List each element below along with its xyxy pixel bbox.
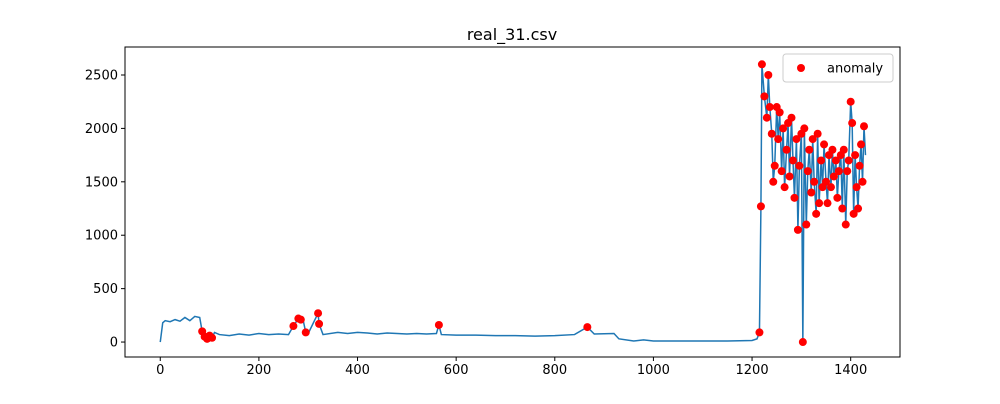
y-tick-label: 0 [110,336,118,351]
anomaly-point [815,199,824,208]
anomaly-point [775,108,784,117]
anomaly-point [851,151,860,160]
anomaly-point [787,113,796,122]
anomaly-point [760,92,769,101]
y-tick-label: 1500 [85,175,118,190]
anomaly-point [843,167,852,176]
x-tick-label: 400 [345,363,370,378]
anomaly-point [795,161,804,170]
anomaly-point [808,135,817,144]
anomaly-point [826,183,835,192]
anomaly-point [805,145,814,154]
x-tick-label: 1200 [736,363,769,378]
anomaly-point [755,328,764,337]
anomaly-point [817,156,826,165]
anomaly-point [857,140,866,149]
anomaly-point [757,60,766,69]
anomaly-point [785,172,794,181]
anomaly-point [780,183,789,192]
legend-label: anomaly [827,62,883,77]
anomaly-point [793,225,802,234]
x-tick-label: 1400 [834,363,867,378]
anomaly-point [831,156,840,165]
anomaly-point [782,145,791,154]
anomaly-point [820,140,829,149]
anomaly-point [770,161,779,170]
anomaly-point [848,119,857,128]
anomaly-point [807,188,816,197]
anomaly-point [823,199,832,208]
anomaly-point [854,204,863,213]
anomaly-point [838,204,847,213]
anomaly-point [833,193,842,202]
anomaly-point [849,209,858,218]
anomaly-point [828,145,837,154]
legend-marker [797,64,805,72]
y-tick-label: 1000 [85,229,118,244]
anomaly-point [859,122,868,131]
anomaly-point [810,177,819,186]
anomaly-point [858,177,867,186]
x-tick-label: 0 [156,363,164,378]
anomaly-point [779,124,788,133]
anomaly-point [834,167,843,176]
anomaly-point [829,172,838,181]
anomaly-point [767,129,776,138]
x-tick-label: 1000 [637,363,670,378]
x-tick-label: 800 [542,363,567,378]
anomaly-point [800,124,809,133]
anomaly-point [813,129,822,138]
anomaly-point [790,193,799,202]
anomaly-point [846,97,855,106]
anomaly-point [822,177,831,186]
anomaly-point [812,209,821,218]
anomaly-point [315,319,324,328]
chart-title: real_31.csv [467,25,557,45]
anomaly-point [762,113,771,122]
anomaly-point [314,309,323,318]
anomaly-point [788,156,797,165]
x-tick-label: 600 [444,363,469,378]
anomaly-point [765,103,774,112]
legend-box [782,53,894,83]
anomaly-point [769,177,778,186]
y-tick-label: 2000 [85,122,118,137]
anomaly-point [296,315,305,324]
anomaly-point [289,322,298,331]
y-tick-label: 500 [93,282,118,297]
anomaly-point [583,323,592,332]
anomaly-point [844,156,853,165]
anomaly-point [764,70,773,79]
anomaly-point [855,161,864,170]
anomaly-point [841,220,850,229]
anomaly-point [301,328,310,337]
anomaly-point [434,320,443,329]
y-tick-label: 2500 [85,68,118,83]
anomaly-point [839,145,848,154]
plot-frame [124,46,901,358]
anomaly-point [802,220,811,229]
anomaly-point [852,183,861,192]
x-tick-label: 200 [246,363,271,378]
anomaly-point [798,338,807,347]
anomaly-point [208,333,217,342]
anomaly-point [777,167,786,176]
anomaly-point [803,167,812,176]
anomaly-point [774,135,783,144]
anomaly-point [756,202,765,211]
anomaly-point [792,135,801,144]
